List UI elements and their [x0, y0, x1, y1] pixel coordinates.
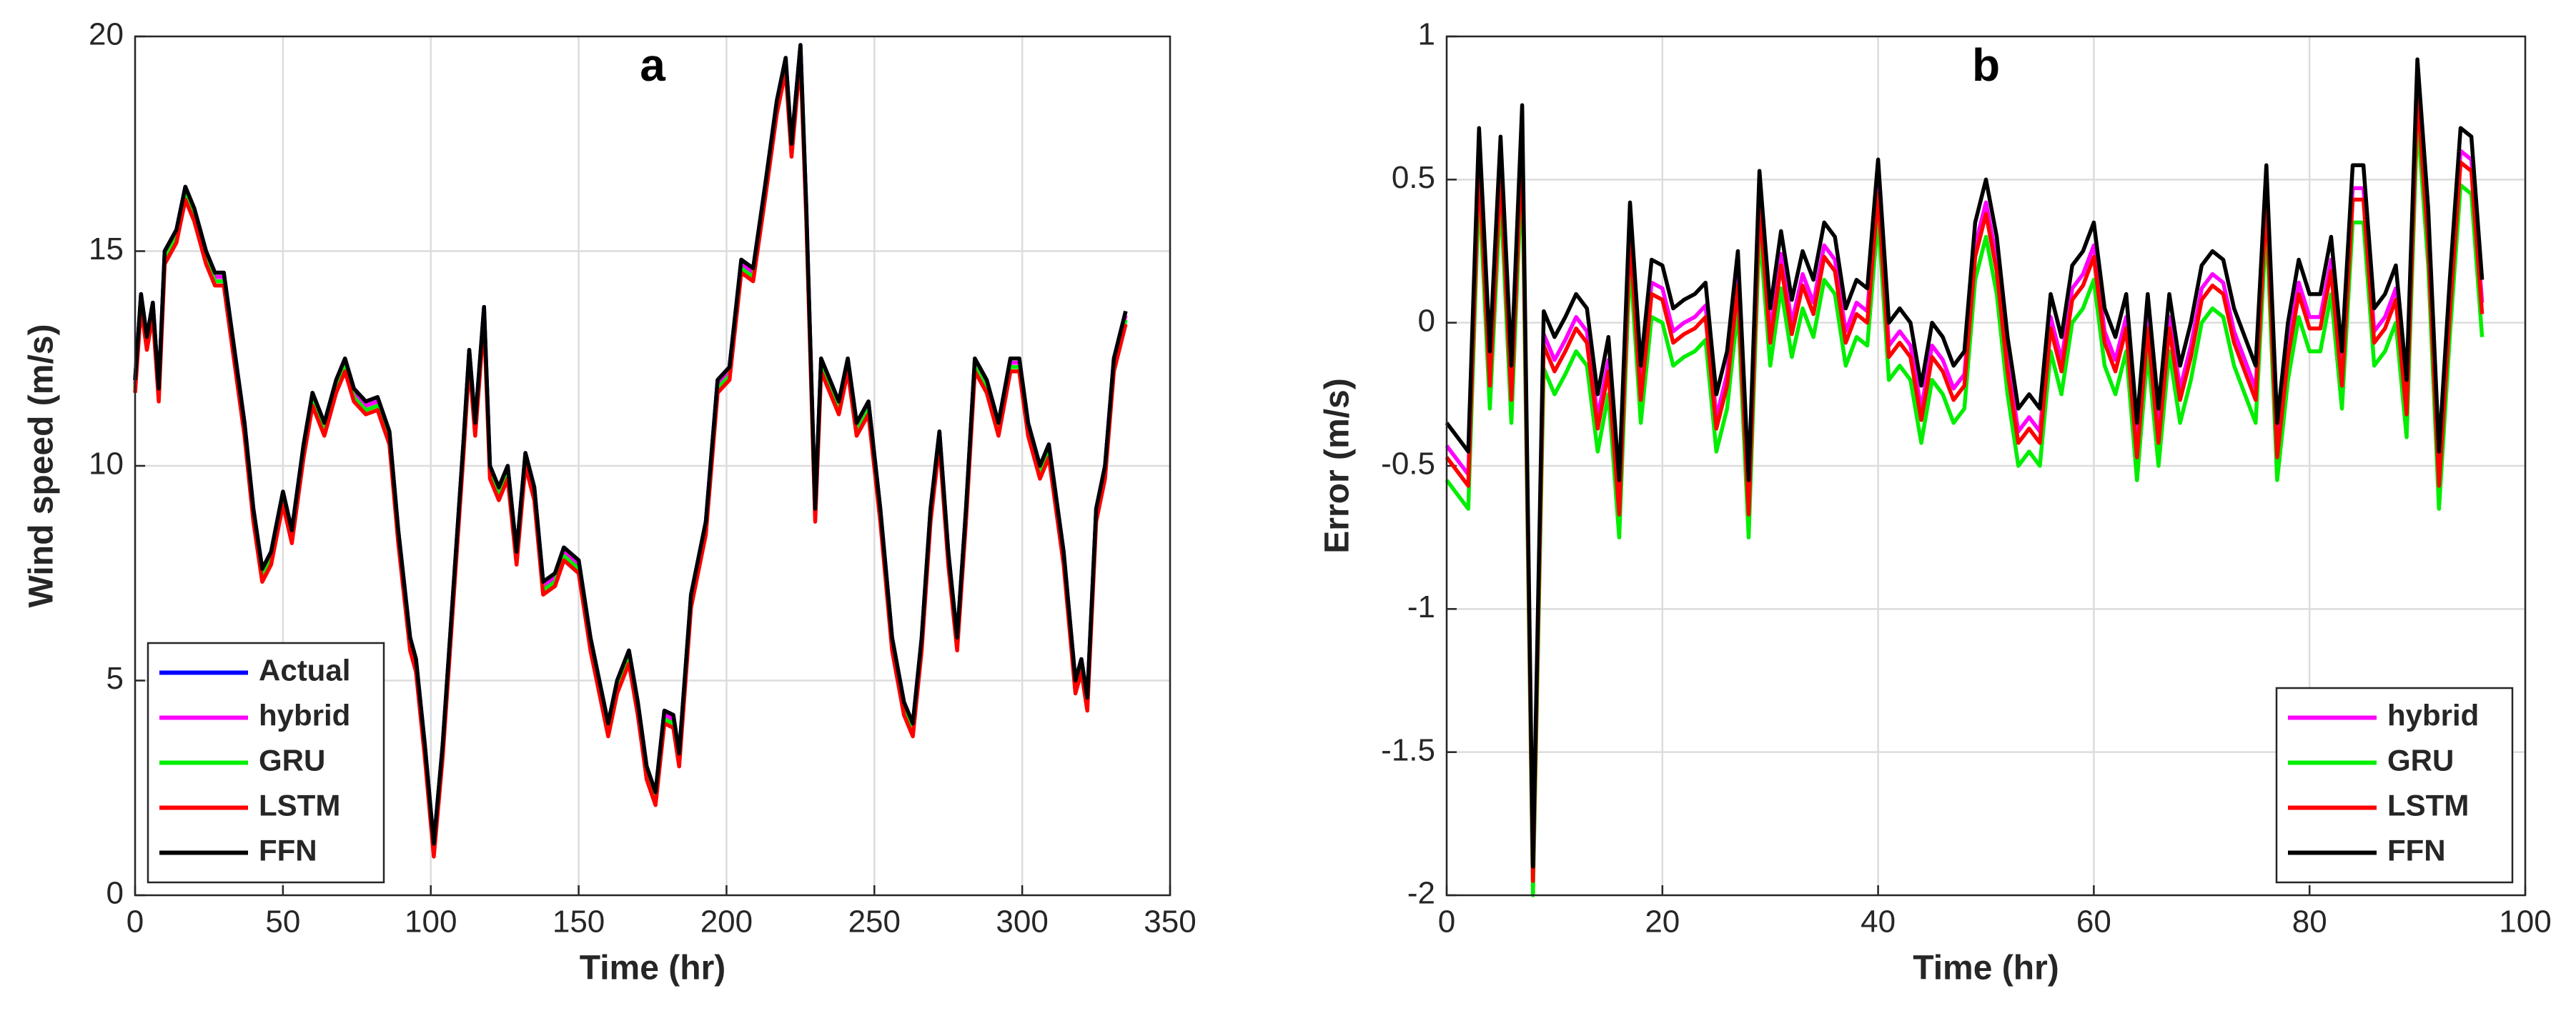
y-tick-label: 5 — [106, 661, 124, 696]
legend-box — [2275, 687, 2514, 884]
y-tick-label: 15 — [89, 231, 124, 267]
chart: 0 20 40 60 80 100 -2 -1.5 -1 -0.5 0 0.5 1 b Time (hr) E… — [1319, 17, 2552, 987]
y-tick-label: -0.5 — [1381, 447, 1435, 482]
y-axis-label: Wind speed (m/s) — [23, 324, 61, 608]
legend-label: FFN — [2387, 834, 2446, 867]
x-axis-label: Time (hr) — [580, 950, 725, 987]
y-tick-label: -1.5 — [1381, 732, 1435, 767]
x-tick-label: 150 — [553, 905, 605, 940]
legend-label: hybrid — [259, 699, 350, 732]
axes-box — [134, 35, 1171, 897]
x-tick-label: 80 — [2292, 905, 2327, 940]
x-tick-label: 20 — [1645, 905, 1680, 940]
legend-label: GRU — [2387, 744, 2454, 777]
legend-label: FFN — [259, 834, 317, 867]
panel-label: a — [640, 39, 665, 91]
data-line — [133, 43, 1128, 846]
legend-box — [147, 642, 385, 884]
x-tick-label: 100 — [2499, 905, 2551, 940]
legend-label: LSTM — [259, 789, 340, 822]
axes-box — [1445, 35, 2527, 897]
panel-label: b — [1972, 39, 2000, 91]
x-tick-label: 300 — [996, 905, 1048, 940]
x-tick-label: 100 — [405, 905, 457, 940]
x-tick-label: 50 — [265, 905, 300, 940]
chart: 0 50 100 150 200 250 300 350 0 5 10 15 20 a Time (hr) W… — [23, 17, 1197, 987]
y-tick-label: 10 — [89, 447, 124, 482]
x-axis-label: Time (hr) — [1913, 950, 2059, 987]
y-tick-label: -1 — [1407, 589, 1435, 624]
data-line — [1445, 57, 2485, 869]
x-tick-label: 60 — [2076, 905, 2111, 940]
x-tick-label: 200 — [700, 905, 753, 940]
x-tick-label: 40 — [1861, 905, 1896, 940]
y-tick-label: -2 — [1407, 876, 1435, 911]
y-tick-label: 0 — [1418, 303, 1435, 338]
data-line — [1445, 91, 2485, 883]
x-tick-label: 350 — [1144, 905, 1196, 940]
y-tick-label: 1 — [1418, 17, 1435, 52]
legend-label: Actual — [259, 654, 350, 687]
legend-label: GRU — [259, 744, 325, 777]
legend-label: LSTM — [2387, 789, 2469, 822]
x-tick-label: 0 — [127, 905, 144, 940]
y-tick-label: 20 — [89, 17, 124, 52]
x-tick-label: 0 — [1438, 905, 1455, 940]
y-tick-label: 0.5 — [1392, 160, 1435, 195]
legend-label: hybrid — [2387, 699, 2479, 732]
y-tick-label: 0 — [106, 876, 124, 911]
data-line — [1445, 114, 2485, 897]
y-axis-label: Error (m/s) — [1319, 378, 1357, 553]
x-tick-label: 250 — [848, 905, 901, 940]
